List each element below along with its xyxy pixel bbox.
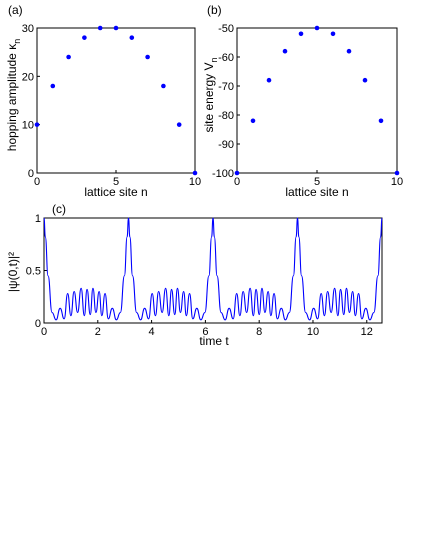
panel-a-points bbox=[34, 25, 198, 176]
panel-a-data-point bbox=[145, 54, 150, 60]
panel-c-xtick-label: 8 bbox=[256, 326, 262, 338]
panel-c-ylabel: |ψ(0,t)|² bbox=[6, 252, 20, 292]
panel-a-data-point bbox=[66, 54, 71, 60]
panel-b-data-point bbox=[394, 170, 400, 176]
panel-a-ytick-label: 20 bbox=[22, 71, 34, 83]
panel-c-xtick-label: 6 bbox=[202, 326, 208, 338]
panel-b-xtick-label: 0 bbox=[234, 176, 240, 188]
panel-b-data-point bbox=[378, 118, 384, 124]
panel-a-data-point bbox=[161, 83, 166, 89]
panel-b-ytick-label: -90 bbox=[218, 139, 234, 151]
panel-a-data-point bbox=[113, 25, 119, 31]
panel-c-xtick-label: 12 bbox=[361, 326, 373, 338]
panel-b-data-point bbox=[346, 48, 352, 54]
panel-a-data-point bbox=[82, 35, 87, 40]
panel-b-data-point bbox=[282, 48, 288, 54]
panel-a-ytick-label: 10 bbox=[22, 120, 34, 132]
panel-a-axes-box bbox=[36, 27, 196, 174]
panel-b-ylabel: site energy Vn bbox=[202, 57, 219, 132]
panel-c-xtick-label: 4 bbox=[149, 326, 155, 338]
panel-a-data-point bbox=[192, 170, 198, 176]
panel-a-xtick-label: 0 bbox=[34, 176, 40, 188]
panel-b: (b) 0 5 10 -100 -90 -80 -70 -60 -50 lattice sit… bbox=[202, 3, 403, 199]
panel-b-axes-box bbox=[236, 27, 398, 174]
panel-b-data-point bbox=[250, 118, 256, 124]
panel-b-ylabel-sub: n bbox=[209, 57, 219, 62]
panel-a-ylabel: hopping amplitude κn bbox=[5, 39, 22, 151]
panel-a-data-point bbox=[50, 83, 56, 89]
panel-c-series-line bbox=[43, 217, 383, 321]
panel-b-data-point bbox=[298, 31, 304, 37]
panel-a-ylabel-sub: n bbox=[12, 39, 22, 44]
panel-a-xlabel: lattice site n bbox=[84, 185, 147, 199]
panel-b-data-point bbox=[314, 25, 320, 31]
panel-c-ytick-label: 1 bbox=[35, 213, 41, 225]
panel-a-xtick-label: 10 bbox=[189, 176, 201, 188]
panel-a-ytick-label: 0 bbox=[28, 168, 34, 180]
panel-b-ytick-label: -60 bbox=[218, 52, 234, 64]
panel-b-ylabel-main: site energy V bbox=[202, 62, 216, 132]
panel-a: (a) 0 5 10 0 10 20 30 lattice site n hopping … bbox=[5, 3, 201, 199]
panel-a-ytick-label: 30 bbox=[22, 23, 34, 35]
panel-b-yticks: -100 -90 -80 -70 -60 -50 bbox=[212, 23, 240, 180]
panel-a-data-point bbox=[97, 25, 103, 31]
panel-a-data-point bbox=[34, 122, 40, 127]
panel-c-xtick-label: 0 bbox=[41, 326, 47, 338]
panel-c-ytick-label: 0.5 bbox=[26, 266, 41, 278]
panel-a-data-point bbox=[176, 122, 182, 127]
panel-c-xlabel: time t bbox=[199, 334, 229, 348]
panel-b-data-point bbox=[362, 77, 368, 83]
panel-b-ytick-label: -100 bbox=[212, 168, 234, 180]
panel-b-xtick-label: 5 bbox=[314, 176, 320, 188]
panel-b-data-point bbox=[330, 31, 336, 37]
panel-c-xticks: 0 2 4 6 8 10 12 bbox=[41, 320, 373, 338]
panel-b-label: (b) bbox=[207, 3, 222, 17]
panel-a-ylabel-main: hopping amplitude κ bbox=[5, 43, 19, 151]
panel-b-ytick-label: -50 bbox=[218, 23, 234, 35]
panel-b-ytick-label: -70 bbox=[218, 81, 234, 93]
panel-b-xtick-label: 10 bbox=[391, 176, 403, 188]
panel-c-xtick-label: 10 bbox=[307, 326, 319, 338]
panel-c: (c) 0 2 4 6 8 10 12 00.51 time t |ψ(0,t)|² bbox=[6, 202, 383, 348]
panel-a-label: (a) bbox=[8, 3, 23, 17]
panel-a-yticks: 0 10 20 30 bbox=[22, 23, 40, 180]
panel-b-points bbox=[234, 25, 400, 176]
panel-c-label: (c) bbox=[52, 202, 66, 216]
panel-b-data-point bbox=[234, 170, 240, 176]
panel-b-data-point bbox=[266, 77, 272, 83]
panel-c-xtick-label: 2 bbox=[95, 326, 101, 338]
panel-a-data-point bbox=[129, 35, 135, 40]
panel-b-xlabel: lattice site n bbox=[285, 185, 348, 199]
panel-c-yticks: 00.51 bbox=[26, 213, 47, 330]
panel-c-ytick-label: 0 bbox=[35, 318, 41, 330]
panel-b-ytick-label: -80 bbox=[218, 110, 234, 122]
panel-a-xtick-label: 5 bbox=[113, 176, 119, 188]
